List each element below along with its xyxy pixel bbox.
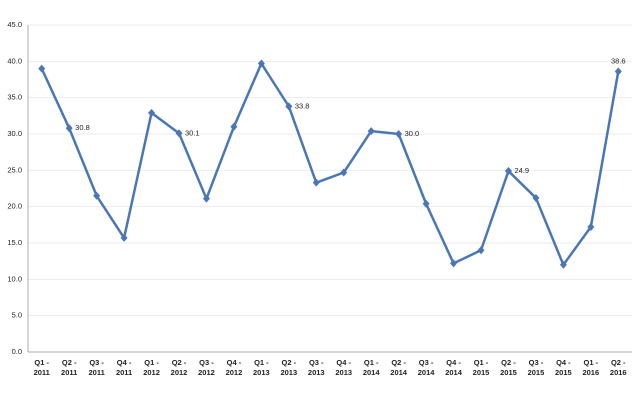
marker <box>587 223 595 232</box>
marker <box>367 127 375 136</box>
marker <box>395 130 403 138</box>
x-tick-label: Q4 - 2011 <box>115 358 133 377</box>
x-tick-label: Q1 - 2015 <box>472 358 490 377</box>
x-tick-label: Q1 - 2016 <box>582 358 600 377</box>
y-tick-label: 15.0 <box>7 238 22 247</box>
x-tick-label: Q2 - 2015 <box>500 358 517 377</box>
x-tick-label: Q3 - 2012 <box>198 358 215 377</box>
x-tick-label: Q3 - 2015 <box>527 358 545 377</box>
x-tick-label: Q1 - 2011 <box>33 358 50 377</box>
x-tick-label: Q4 - 2012 <box>225 358 243 377</box>
marker <box>285 102 293 111</box>
y-tick-label: 0.0 <box>12 347 22 356</box>
marker <box>477 246 485 255</box>
x-tick-label: Q1 - 2012 <box>143 358 160 377</box>
y-tick-label: 35.0 <box>7 93 22 102</box>
marker <box>202 194 210 203</box>
x-tick-label: Q1 - 2014 <box>362 358 380 377</box>
x-tick-label: Q2 - 2014 <box>390 358 407 377</box>
x-tick-label: Q3 - 2011 <box>88 358 105 377</box>
marker <box>340 168 348 177</box>
y-tick-label: 10.0 <box>7 274 22 283</box>
x-tick-label: Q2 - 2012 <box>170 358 188 377</box>
value-label: 30.1 <box>185 128 200 137</box>
y-tick-label: 45.0 <box>7 20 22 29</box>
x-tick-label: Q2 - 2011 <box>61 358 78 377</box>
x-tick-label: Q3 - 2014 <box>417 358 435 377</box>
value-label: 33.8 <box>295 101 310 110</box>
marker <box>504 167 512 176</box>
y-tick-label: 25.0 <box>7 165 22 174</box>
x-tick-label: Q4 - 2013 <box>335 358 353 377</box>
x-tick-label: Q3 - 2013 <box>307 358 325 377</box>
marker <box>93 191 101 200</box>
marker <box>450 259 458 268</box>
marker <box>422 199 430 208</box>
marker <box>65 124 73 133</box>
y-tick-label: 40.0 <box>7 56 22 65</box>
marker <box>175 129 183 138</box>
marker <box>312 178 320 187</box>
x-tick-label: Q4 - 2014 <box>445 358 462 377</box>
y-tick-label: 30.0 <box>7 129 22 138</box>
marker <box>257 59 265 68</box>
marker <box>148 108 156 117</box>
x-tick-label: Q1 - 2013 <box>253 358 270 377</box>
marker <box>559 260 567 269</box>
marker <box>230 122 238 131</box>
x-tick-label: Q2 - 2013 <box>280 358 298 377</box>
y-tick-label: 20.0 <box>7 202 22 211</box>
line <box>40 62 620 267</box>
value-label: 30.0 <box>405 129 420 138</box>
marker <box>614 67 622 76</box>
value-label: 30.8 <box>75 123 90 132</box>
marker <box>120 233 128 242</box>
x-tick-label: Q4 - 2015 <box>555 358 572 377</box>
marker <box>38 64 46 73</box>
value-label: 24.9 <box>514 166 529 175</box>
value-label: 38.6 <box>611 56 626 65</box>
x-tick-label: Q2 - 2016 <box>609 358 627 377</box>
marker <box>532 193 540 202</box>
y-tick-label: 5.0 <box>12 311 22 320</box>
